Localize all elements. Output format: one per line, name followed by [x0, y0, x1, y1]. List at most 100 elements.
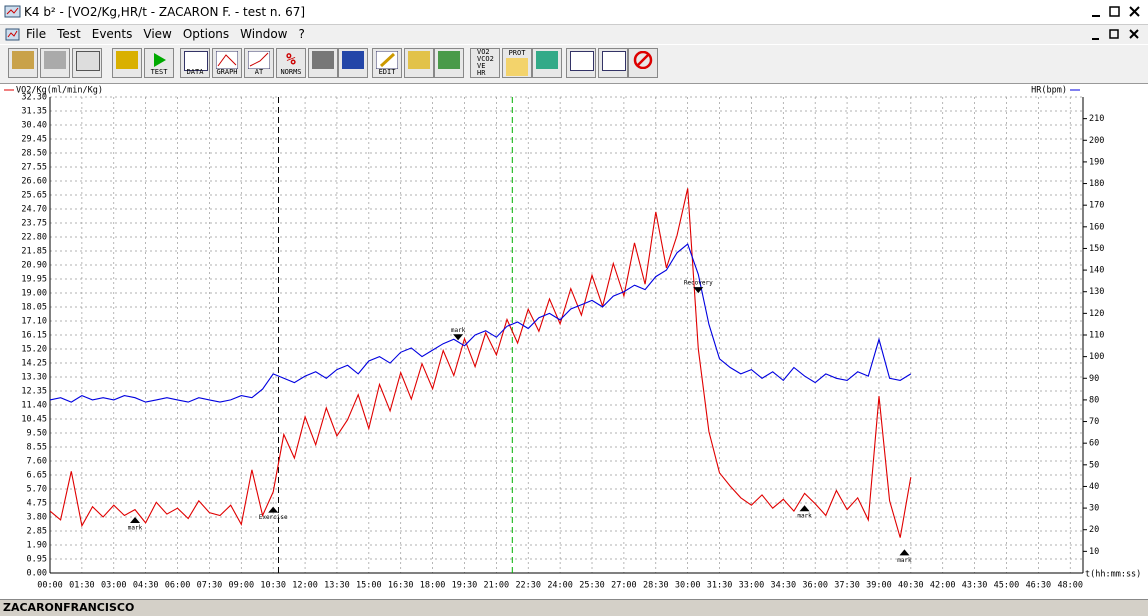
y-tick-label: 24.70	[21, 205, 47, 215]
x-tick-label: 39:00	[866, 581, 892, 591]
annotation-label: Exercise	[259, 514, 288, 521]
y-tick-label: 0.95	[27, 555, 47, 565]
event-marker	[453, 334, 464, 341]
menu-item[interactable]: Options	[182, 27, 230, 41]
tool-button[interactable]: TEST	[144, 48, 174, 78]
y-tick-label: 22.80	[21, 233, 47, 243]
y-tick-label: 4.75	[27, 499, 47, 509]
x-tick-label: 22:30	[515, 581, 541, 591]
tool-button[interactable]: % NORMS	[276, 48, 306, 78]
event-marker	[130, 517, 141, 523]
tool-label: AT	[254, 68, 264, 76]
y2-tick-label: 160	[1089, 222, 1104, 232]
series-line	[49, 243, 912, 403]
event-marker	[268, 506, 279, 513]
x-tick-label: 42:00	[930, 581, 956, 591]
tool-label: VE	[477, 62, 486, 70]
y-tick-label: 32.30	[21, 93, 47, 103]
toolbar: TEST DATA GRAPH AT % NORMS EDIT VO2 VCO2 VE…	[0, 45, 1148, 84]
y2-tick-label: 170	[1089, 201, 1104, 211]
tool-button[interactable]	[434, 48, 464, 78]
y-tick-label: 11.40	[21, 401, 47, 411]
menu-items: File Test Events View Options Window?	[26, 25, 305, 44]
tool-button[interactable]: AT	[244, 48, 274, 78]
x-tick-label: 16:30	[388, 581, 414, 591]
x-tick-label: 00:00	[37, 581, 63, 591]
y-tick-label: 29.45	[21, 135, 47, 145]
y-tick-label: 12.35	[21, 387, 47, 397]
x-tick-label: 48:00	[1057, 581, 1083, 591]
tool-button[interactable]	[404, 48, 434, 78]
tool-label: NORMS	[280, 68, 302, 76]
tool-button[interactable]: GRAPH	[212, 48, 242, 78]
y-tick-label: 1.90	[27, 541, 47, 551]
y-tick-label: 13.30	[21, 373, 47, 383]
tool-button[interactable]	[532, 48, 562, 78]
y-tick-label: 7.60	[27, 457, 47, 467]
document-controls[interactable]	[1088, 27, 1144, 43]
y2-axis-label: HR(bpm)	[1031, 86, 1067, 96]
event-marker	[693, 287, 704, 294]
y2-tick-label: 210	[1089, 114, 1104, 124]
y2-tick-label: 120	[1089, 309, 1104, 319]
tool-button[interactable]: DATA	[180, 48, 210, 78]
y2-tick-label: 80	[1089, 395, 1099, 405]
x-tick-label: 34:30	[771, 581, 797, 591]
tool-button[interactable]	[308, 48, 338, 78]
tool-button[interactable]	[72, 48, 102, 78]
y2-tick-label: 70	[1089, 417, 1099, 427]
x-tick-label: 46:30	[1026, 581, 1052, 591]
y2-tick-label: 30	[1089, 504, 1099, 514]
y2-tick-label: 100	[1089, 352, 1104, 362]
status-bar: ZACARONFRANCISCO	[0, 599, 1148, 616]
y2-tick-label: 110	[1089, 331, 1104, 341]
x-tick-label: 31:30	[707, 581, 733, 591]
y2-tick-label: 10	[1089, 547, 1099, 557]
status-text: ZACARONFRANCISCO	[3, 601, 135, 614]
menu-item[interactable]: Test	[57, 27, 81, 41]
svg-text:%: %	[286, 51, 296, 69]
tool-label: EDIT	[378, 68, 396, 76]
tool-button[interactable]	[8, 48, 38, 78]
window-controls[interactable]	[1088, 3, 1144, 21]
y-tick-label: 23.75	[21, 219, 47, 229]
annotation-label: mark	[128, 525, 143, 532]
menu-item[interactable]: View	[143, 27, 172, 41]
y-tick-label: 31.35	[21, 107, 47, 117]
tool-label: VCO2	[477, 55, 494, 63]
y-tick-label: 19.95	[21, 275, 47, 285]
y-tick-label: 28.50	[21, 149, 47, 159]
y-tick-label: 21.85	[21, 247, 47, 257]
x-tick-label: 10:30	[260, 581, 286, 591]
tool-button[interactable]	[598, 48, 628, 78]
menu-item[interactable]: ?	[298, 27, 305, 41]
tool-button[interactable]	[40, 48, 70, 78]
x-axis-label: t(hh:mm:ss)	[1085, 570, 1141, 580]
tool-button[interactable]	[566, 48, 596, 78]
menu-item[interactable]: Events	[91, 27, 133, 41]
tool-button[interactable]: PROT	[502, 48, 532, 78]
x-tick-label: 28:30	[643, 581, 669, 591]
y-tick-label: 5.70	[27, 485, 47, 495]
tool-button[interactable]	[112, 48, 142, 78]
menu-item[interactable]: Window	[240, 27, 288, 41]
y2-tick-label: 90	[1089, 374, 1099, 384]
x-tick-label: 27:00	[611, 581, 637, 591]
tool-button[interactable]: VO2 VCO2 VE HR	[470, 48, 500, 78]
y-tick-label: 18.05	[21, 303, 47, 313]
y2-tick-label: 130	[1089, 287, 1104, 297]
y-tick-label: 14.25	[21, 359, 47, 369]
chart: VO2/Kg(ml/min/Kg) HR(bpm) t(hh:mm:ss) 0.…	[4, 86, 1141, 591]
x-tick-label: 01:30	[69, 581, 95, 591]
tool-button[interactable]	[338, 48, 368, 78]
menu-item[interactable]: File	[26, 27, 47, 41]
y-tick-label: 0.00	[27, 569, 47, 579]
y-tick-label: 6.65	[27, 471, 47, 481]
y-tick-label: 17.10	[21, 317, 47, 327]
tool-button[interactable]	[628, 48, 658, 78]
y2-tick-label: 180	[1089, 179, 1104, 189]
tool-button[interactable]: EDIT	[372, 48, 402, 78]
x-tick-label: 21:00	[484, 581, 510, 591]
x-tick-label: 09:00	[228, 581, 254, 591]
y2-tick-label: 190	[1089, 157, 1104, 167]
